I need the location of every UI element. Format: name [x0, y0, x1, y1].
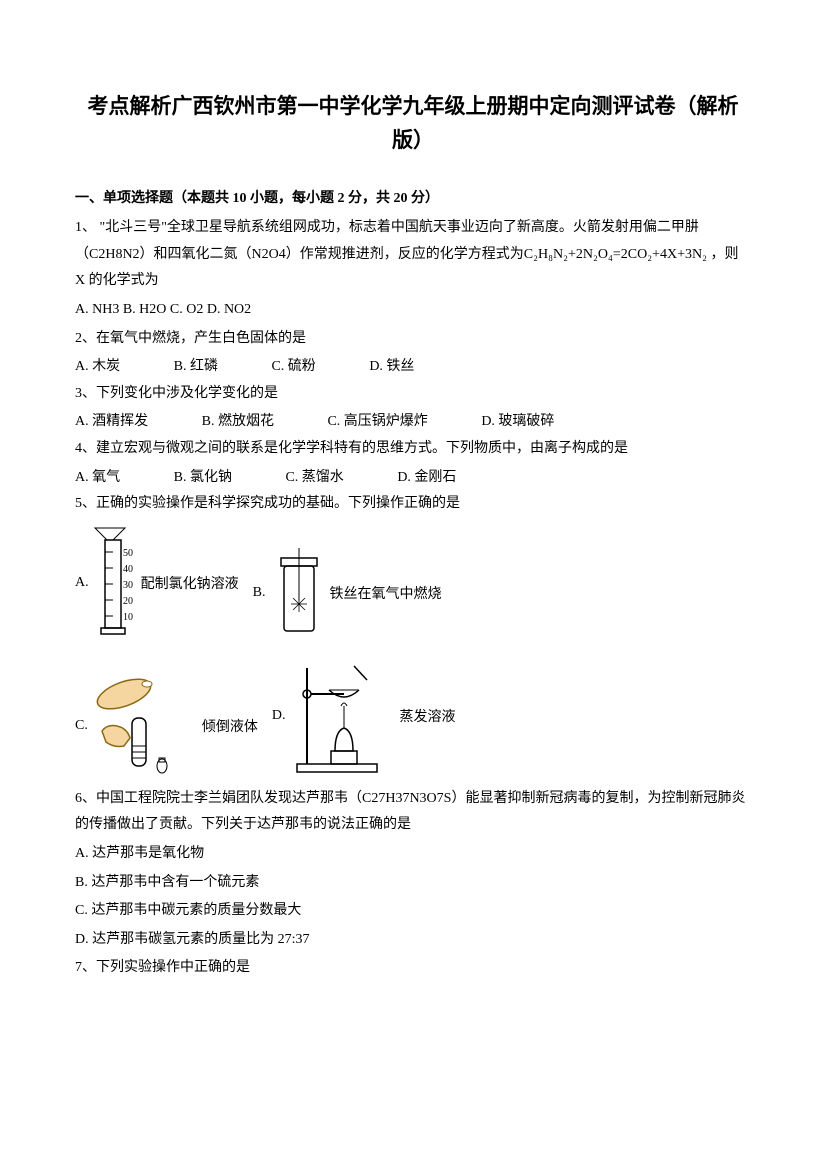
q3-option-c: C. 高压锅炉爆炸: [327, 409, 427, 436]
q4-option-a: A. 氧气: [75, 465, 120, 492]
q4-options: A. 氧气 B. 氯化钠 C. 蒸馏水 D. 金刚石: [75, 465, 751, 492]
q4-option-b: B. 氯化钠: [174, 465, 232, 492]
q4-option-d: D. 金刚石: [397, 465, 456, 492]
q3-option-a: A. 酒精挥发: [75, 409, 148, 436]
svg-text:30: 30: [123, 580, 133, 591]
q4-option-c: C. 蒸馏水: [285, 465, 343, 492]
q6-option-a: A. 达芦那韦是氧化物: [75, 841, 751, 868]
q6-option-d: D. 达芦那韦碳氢元素的质量比为 27:37: [75, 927, 751, 954]
q5-c-caption: 倾倒液体: [202, 716, 258, 736]
question-3: 3、下列变化中涉及化学变化的是: [75, 381, 751, 408]
q3-option-d: D. 玻璃破碎: [481, 409, 554, 436]
q2-option-d: D. 铁丝: [369, 354, 414, 381]
section-header: 一、单项选择题（本题共 10 小题，每小题 2 分，共 20 分）: [75, 187, 751, 207]
q5-option-d: D. 蒸发溶液: [272, 656, 456, 776]
svg-text:10: 10: [123, 612, 133, 623]
question-4: 4、建立宏观与微观之间的联系是化学学科特有的思维方式。下列物质中，由离子构成的是: [75, 436, 751, 463]
q5-option-b: B. 铁丝在氧气中燃烧: [253, 546, 442, 641]
q5-d-caption: 蒸发溶液: [399, 706, 455, 726]
question-7: 7、下列实验操作中正确的是: [75, 955, 751, 982]
q5-options-row2: C. 倾倒液体 D. 蒸发溶液: [75, 656, 751, 776]
q5-c-label: C.: [75, 718, 88, 734]
gas-bottle-icon: [269, 546, 329, 641]
q5-b-label: B.: [253, 585, 266, 601]
q5-option-a: A. 50 40 30 20 10 配制氯化钠溶液: [75, 526, 239, 641]
pouring-liquid-icon: [92, 676, 202, 776]
svg-text:20: 20: [123, 596, 133, 607]
q1-options: A. NH3 B. H2O C. O2 D. NO2: [75, 297, 751, 324]
evaporation-setup-icon: [289, 656, 399, 776]
q5-b-caption: 铁丝在氧气中燃烧: [329, 583, 441, 603]
q3-option-b: B. 燃放烟花: [202, 409, 274, 436]
document-title: 考点解析广西钦州市第一中学化学九年级上册期中定向测评试卷（解析版）: [75, 90, 751, 157]
q6-option-b: B. 达芦那韦中含有一个硫元素: [75, 870, 751, 897]
question-6: 6、中国工程院院士李兰娟团队发现达芦那韦（C27H37N3O7S）能显著抑制新冠…: [75, 786, 751, 839]
q2-options: A. 木炭 B. 红磷 C. 硫粉 D. 铁丝: [75, 354, 751, 381]
svg-text:40: 40: [123, 564, 133, 575]
q2-option-c: C. 硫粉: [271, 354, 315, 381]
q2-option-a: A. 木炭: [75, 354, 120, 381]
graduated-cylinder-icon: 50 40 30 20 10: [93, 526, 141, 641]
q5-options-row1: A. 50 40 30 20 10 配制氯化钠溶液 B.: [75, 526, 751, 641]
question-1: 1、 "北斗三号"全球卫星导航系统组网成功，标志着中国航天事业迈向了新高度。火箭…: [75, 215, 751, 295]
q1-formula: C₂H₈N₂+2N₂O₄=2CO₂+4X+3N₂: [524, 247, 707, 262]
svg-text:50: 50: [123, 548, 133, 559]
q6-option-c: C. 达芦那韦中碳元素的质量分数最大: [75, 898, 751, 925]
question-5: 5、正确的实验操作是科学探究成功的基础。下列操作正确的是: [75, 491, 751, 518]
q5-a-label: A.: [75, 575, 89, 591]
q5-d-label: D.: [272, 708, 286, 724]
q2-option-b: B. 红磷: [174, 354, 218, 381]
question-2: 2、在氧气中燃烧，产生白色固体的是: [75, 326, 751, 353]
q3-options: A. 酒精挥发 B. 燃放烟花 C. 高压锅炉爆炸 D. 玻璃破碎: [75, 409, 751, 436]
q5-option-c: C. 倾倒液体: [75, 676, 258, 776]
q5-a-caption: 配制氯化钠溶液: [141, 573, 239, 593]
